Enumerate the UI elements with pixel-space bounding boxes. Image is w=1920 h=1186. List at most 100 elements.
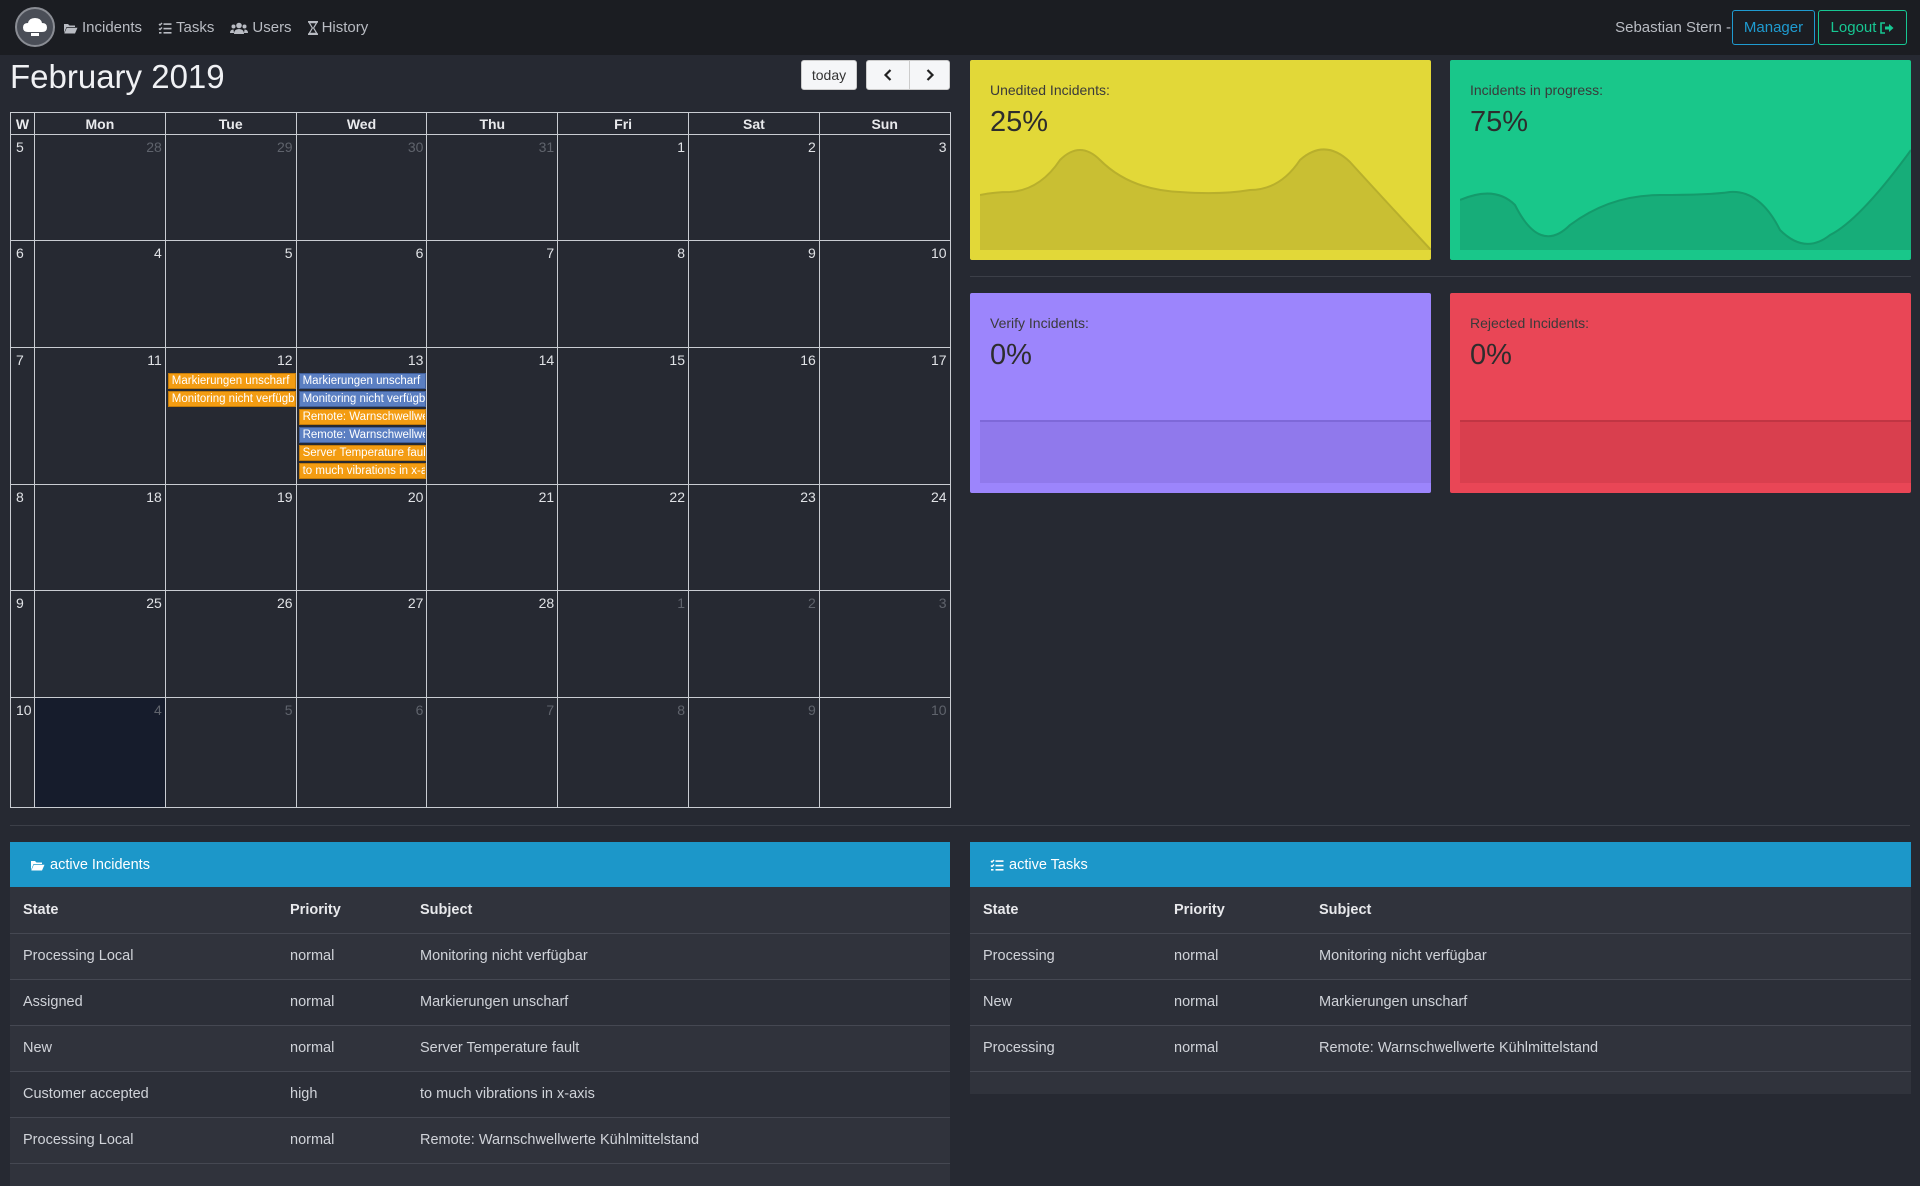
column-header[interactable]: Priority [277, 887, 407, 934]
calendar-day-cell[interactable]: 3 [818, 590, 951, 698]
calendar-day-cell[interactable]: 7 [426, 696, 559, 809]
day-number: 7 [546, 701, 555, 718]
calendar-day-cell[interactable]: 10 [818, 696, 951, 809]
calendar-day-cell[interactable]: 6 [295, 240, 428, 348]
calendar-day-cell[interactable]: 9 [687, 696, 820, 809]
calendar-day-cell[interactable]: 17 [818, 346, 951, 485]
calendar-day-cell[interactable]: 2 [687, 133, 820, 242]
calendar-day-cell[interactable]: 21 [426, 483, 559, 592]
day-number: 3 [938, 595, 947, 612]
calendar-day-cell[interactable]: 3 [818, 133, 951, 242]
calendar-week-row: 5 28 29 30 31 1 2 3 [10, 133, 951, 242]
calendar-day-cell[interactable]: 1 [557, 590, 689, 698]
calendar-event[interactable]: Markierungen unscharf [298, 372, 427, 389]
calendar-day-cell[interactable]: 9 [687, 240, 820, 348]
nav-history[interactable]: History [307, 19, 368, 36]
calendar-day-cell[interactable]: 12 Markierungen unscharf Monitoring nicht … [164, 346, 297, 485]
calendar-day-cell[interactable]: 20 [295, 483, 428, 592]
table-cell: Assigned [10, 979, 277, 1026]
day-number: 6 [415, 245, 424, 262]
calendar-day-cell[interactable]: 25 [34, 590, 166, 698]
next-month-button[interactable] [909, 60, 950, 90]
table-cell: New [970, 979, 1161, 1026]
unedited-incidents-card[interactable]: Unedited Incidents: 25% [970, 60, 1431, 260]
column-header[interactable]: State [970, 887, 1161, 934]
day-number: 6 [415, 701, 424, 718]
calendar-day-cell[interactable]: 4 [34, 696, 166, 809]
active-tasks-title: active Tasks [1009, 856, 1088, 873]
calendar-event[interactable]: Markierungen unscharf [167, 372, 296, 389]
calendar-day-cell[interactable]: 19 [164, 483, 297, 592]
calendar-event[interactable]: Monitoring nicht verfügbar [298, 390, 427, 407]
table-row[interactable]: Processing Local normal Monitoring nicht v… [10, 933, 950, 980]
calendar-day-cell[interactable]: 28 [34, 133, 166, 242]
calendar-day-cell[interactable]: 14 [426, 346, 559, 485]
calendar-day-cell[interactable]: 10 [818, 240, 951, 348]
calendar-day-cell[interactable]: 30 [295, 133, 428, 242]
calendar-day-cell[interactable]: 1 [557, 133, 689, 242]
manager-button[interactable]: Manager [1732, 10, 1815, 45]
calendar-day-cell[interactable]: 26 [164, 590, 297, 698]
table-cell: Markierungen unscharf [1306, 979, 1911, 1026]
table-cell: Processing [970, 1025, 1161, 1072]
calendar-event[interactable]: Remote: Warnschwellwerte Kühlmittelstand [298, 408, 427, 425]
today-button[interactable]: today [801, 60, 857, 90]
table-cell: Processing Local [10, 1117, 277, 1164]
week-number: 8 [16, 488, 24, 505]
calendar-day-cell[interactable]: 23 [687, 483, 820, 592]
week-number: 5 [16, 139, 24, 155]
calendar-header-cell: Mon [34, 112, 166, 135]
calendar-day-cell[interactable]: 8 [557, 240, 689, 348]
calendar-day-cell[interactable]: 11 [34, 346, 166, 485]
calendar-day-cell[interactable]: 7 [426, 240, 559, 348]
app-logo[interactable] [15, 7, 55, 47]
nav-tasks[interactable]: Tasks [158, 19, 214, 36]
table-cell: normal [277, 933, 407, 980]
calendar-day-cell[interactable]: 28 [426, 590, 559, 698]
column-header[interactable]: Subject [1306, 887, 1911, 934]
calendar-day-cell[interactable]: 18 [34, 483, 166, 592]
calendar-day-cell[interactable]: 5 [164, 696, 297, 809]
calendar-day-cell[interactable]: 27 [295, 590, 428, 698]
calendar-event[interactable]: Monitoring nicht verfügbar [167, 390, 296, 407]
table-cell: normal [1161, 933, 1306, 980]
day-number: 8 [677, 701, 685, 718]
calendar-day-cell[interactable]: 24 [818, 483, 951, 592]
prev-month-button[interactable] [866, 60, 910, 90]
verify-incidents-card[interactable]: Verify Incidents: 0% [970, 293, 1431, 493]
table-row[interactable]: Processing Local normal Remote: Warnschwel… [10, 1117, 950, 1164]
column-header[interactable]: Subject [407, 887, 950, 934]
calendar-day-cell[interactable]: 29 [164, 133, 297, 242]
calendar-day-cell[interactable]: 5 [164, 240, 297, 348]
table-row[interactable]: Processing normal Remote: Warnschwellwerte… [970, 1025, 1911, 1072]
table-row[interactable]: New normal Markierungen unscharf [970, 979, 1911, 1026]
logout-button[interactable]: Logout [1818, 10, 1907, 45]
calendar-day-cell[interactable]: 8 [557, 696, 689, 809]
calendar-day-cell[interactable]: 16 [687, 346, 820, 485]
table-row[interactable]: Processing normal Monitoring nicht verfügb… [970, 933, 1911, 980]
week-number: 10 [16, 701, 32, 718]
calendar-event[interactable]: Server Temperature fault [298, 444, 427, 461]
table-row[interactable]: New normal Server Temperature fault [10, 1025, 950, 1072]
table-row[interactable]: Customer accepted high to much vibrations … [10, 1071, 950, 1118]
calendar-day-cell[interactable]: 15 [557, 346, 689, 485]
table-row[interactable]: Assigned normal Markierungen unscharf [10, 979, 950, 1026]
column-header[interactable]: Priority [1161, 887, 1306, 934]
calendar-day-cell[interactable]: 22 [557, 483, 689, 592]
calendar-event[interactable]: to much vibrations in x-axis [298, 462, 427, 479]
calendar-day-cell[interactable]: 6 [295, 696, 428, 809]
day-number: 1 [677, 595, 685, 612]
calendar-day-cell[interactable]: 13 Markierungen unscharf Monitoring nicht … [295, 346, 428, 485]
calendar-day-cell[interactable]: 4 [34, 240, 166, 348]
calendar-day-cell[interactable]: 2 [687, 590, 820, 698]
table-cell: normal [1161, 979, 1306, 1026]
rejected-incidents-card[interactable]: Rejected Incidents: 0% [1450, 293, 1911, 493]
table-cell: Remote: Warnschwellwerte Kühlmittelstand [407, 1117, 950, 1164]
day-number: 8 [677, 245, 685, 262]
nav-users[interactable]: Users [230, 19, 292, 36]
column-header[interactable]: State [10, 887, 277, 934]
nav-incidents[interactable]: Incidents [63, 19, 142, 36]
incidents-in-progress-card[interactable]: Incidents in progress: 75% [1450, 60, 1911, 260]
calendar-event[interactable]: Remote: Warnschwellwerte Kühlmittelstand [298, 426, 427, 443]
calendar-day-cell[interactable]: 31 [426, 133, 559, 242]
